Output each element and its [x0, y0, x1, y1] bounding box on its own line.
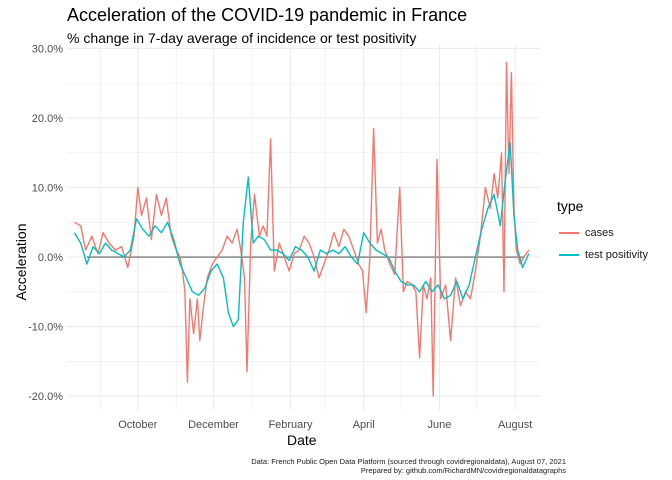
y-tick-label: 10.0% — [32, 183, 63, 195]
legend-key-cases — [559, 232, 579, 234]
y-tick-label: 20.0% — [32, 113, 63, 125]
series-line-test-positivity — [73, 141, 530, 328]
legend-title: type — [557, 198, 584, 214]
x-tick-label: February — [268, 419, 313, 431]
y-axis-label: Acceleration — [13, 223, 29, 301]
chart-subtitle: % change in 7-day average of incidence o… — [67, 30, 417, 46]
legend-item-cases: cases — [557, 222, 648, 244]
caption-source: Data: French Public Open Data Platform (… — [251, 457, 566, 466]
y-tick-label: 30.0% — [32, 43, 63, 55]
legend-item-test-positivity: test positivity — [557, 244, 648, 266]
x-tick-label: April — [353, 419, 375, 431]
chart-caption: Data: French Public Open Data Platform (… — [251, 457, 566, 475]
caption-credit: Prepared by: github.com/RichardMN/covidr… — [360, 466, 566, 475]
legend-label-cases: cases — [585, 227, 614, 239]
legend-key-test-positivity — [559, 254, 579, 256]
y-tick-label: -20.0% — [28, 391, 63, 403]
x-tick-label: October — [118, 419, 157, 431]
x-axis-label: Date — [287, 432, 317, 448]
y-tick-label: -10.0% — [28, 322, 63, 334]
y-tick-label: 0.0% — [38, 252, 63, 264]
x-tick-label: June — [428, 419, 452, 431]
chart-title: Acceleration of the COVID-19 pandemic in… — [67, 5, 468, 25]
x-tick-label: August — [498, 419, 532, 431]
x-tick-label: December — [188, 419, 239, 431]
legend: type cases test positivity — [557, 198, 648, 266]
legend-label-test-positivity: test positivity — [585, 249, 648, 261]
